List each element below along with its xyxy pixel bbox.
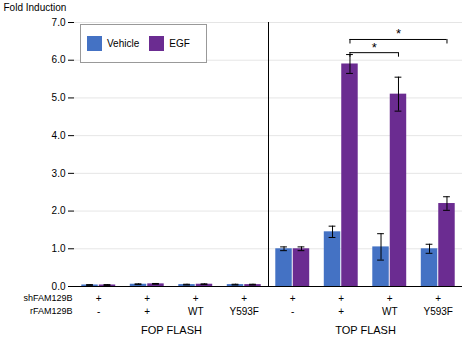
svg-text:6.0: 6.0 <box>52 54 66 65</box>
svg-text:4.0: 4.0 <box>52 130 66 141</box>
svg-text:-: - <box>97 306 100 317</box>
svg-text:+: + <box>338 293 344 304</box>
svg-text:+: + <box>241 293 247 304</box>
svg-text:FOP FLASH: FOP FLASH <box>141 324 202 336</box>
svg-text:-: - <box>291 306 294 317</box>
svg-text:WT: WT <box>382 306 398 317</box>
svg-text:+: + <box>435 293 441 304</box>
svg-text:shFAM129B: shFAM129B <box>23 293 72 303</box>
svg-text:*: * <box>396 26 401 41</box>
html-text:Vehicle: Vehicle <box>107 38 140 49</box>
svg-text:5.0: 5.0 <box>52 92 66 103</box>
html-text:EGF: EGF <box>169 38 190 49</box>
svg-text:Y593F: Y593F <box>424 306 453 317</box>
svg-text:TOP FLASH: TOP FLASH <box>335 324 396 336</box>
svg-text:3.0: 3.0 <box>52 168 66 179</box>
svg-text:+: + <box>96 293 102 304</box>
svg-text:2.0: 2.0 <box>52 205 66 216</box>
svg-text:+: + <box>338 306 344 317</box>
svg-text:+: + <box>144 306 150 317</box>
svg-text:0.0: 0.0 <box>52 281 66 292</box>
svg-text:*: * <box>372 40 377 55</box>
svg-text:WT: WT <box>188 306 204 317</box>
svg-text:+: + <box>144 293 150 304</box>
svg-text:+: + <box>387 293 393 304</box>
svg-text:+: + <box>193 293 199 304</box>
svg-text:Fold Induction: Fold Induction <box>4 2 67 13</box>
svg-text:7.0: 7.0 <box>52 17 66 28</box>
svg-text:1.0: 1.0 <box>52 243 66 254</box>
svg-text:Y593F: Y593F <box>230 306 259 317</box>
svg-text:+: + <box>290 293 296 304</box>
svg-text:rFAM129B: rFAM129B <box>30 306 73 316</box>
